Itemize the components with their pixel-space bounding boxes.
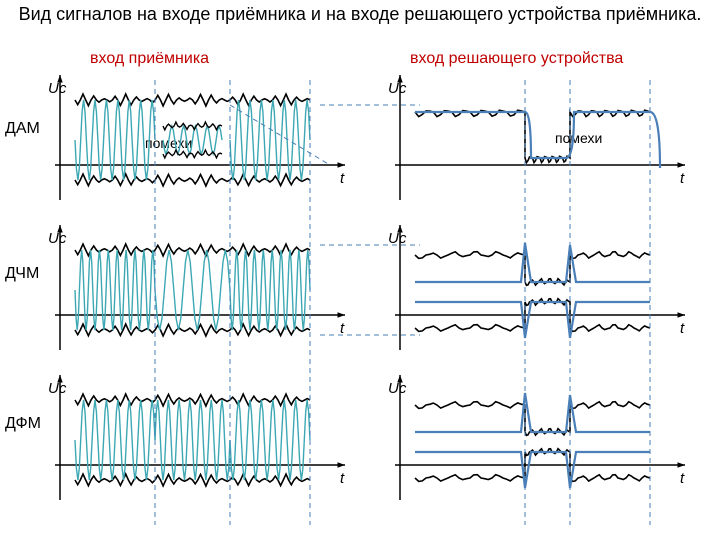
signal-diagram bbox=[0, 0, 720, 540]
